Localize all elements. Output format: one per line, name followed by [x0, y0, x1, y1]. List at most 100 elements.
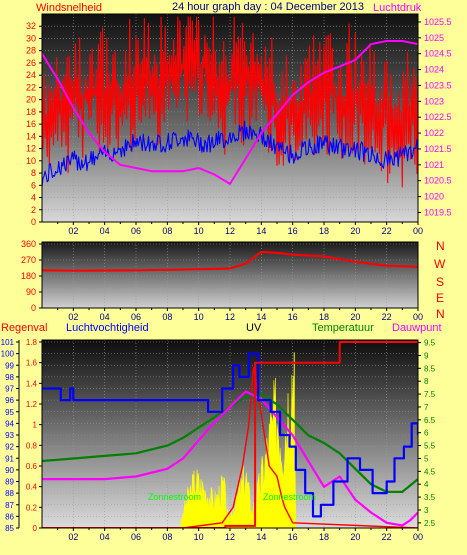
x-tick-label: 06 [131, 226, 141, 236]
x-tick-label: 16 [288, 226, 298, 236]
y-left-tick-label: 2 [31, 205, 36, 215]
y-rain-tick-label: 0 [33, 524, 38, 533]
y-left-tick-label: 20 [26, 95, 36, 105]
x-tick-label: 04 [100, 532, 110, 542]
temperature-label: Temperatuur [312, 322, 374, 334]
y-left-tick-label: 30 [26, 33, 36, 43]
x-tick-label: 12 [225, 226, 235, 236]
y-rain-tick-label: 0.8 [26, 441, 38, 450]
humidity-line [42, 352, 418, 518]
y-humidity-tick-label: 100 [1, 350, 15, 359]
direction-panel-grid [42, 242, 419, 309]
y-temperature-tick-label: 6.5 [424, 416, 436, 425]
y-humidity-tick-label: 98 [5, 373, 14, 382]
compass-n-bottom: N [436, 307, 445, 321]
y-humidity-tick-label: 87 [5, 501, 14, 510]
y-rain-tick-label: 1.6 [26, 359, 38, 368]
y-left-tick-label: 14 [26, 131, 36, 141]
wind-speed-label: Windsnelheid [36, 2, 102, 14]
y-humidity-tick-label: 89 [5, 478, 14, 487]
y-temperature-tick-label: 5.5 [424, 442, 436, 451]
y-temperature-tick-label: 8 [424, 377, 429, 386]
top-panel-frame [41, 13, 419, 223]
uv-label: UV [246, 322, 262, 334]
y-humidity-tick-label: 91 [5, 454, 14, 463]
x-tick-label: 14 [256, 226, 266, 236]
y-rain-tick-label: 1 [33, 421, 38, 430]
x-tick-label: 14 [256, 312, 266, 322]
y-humidity-tick-label: 92 [5, 443, 14, 452]
y-left-tick-label: 24 [26, 70, 36, 80]
bottom-panel-axes: 85868788899091929394959697989910010100.2… [1, 338, 436, 542]
y-temperature-tick-label: 7 [424, 403, 429, 412]
x-tick-label: 02 [68, 532, 78, 542]
top-panel-axes: 024681012141618202224262830321019.510201… [26, 13, 452, 236]
x-tick-label: 18 [319, 312, 329, 322]
pressure-label: Luchtdruk [373, 2, 422, 14]
dewpoint-line [42, 390, 418, 527]
y-right-tick-label: 1020.5 [424, 176, 452, 186]
x-tick-label: 06 [131, 312, 141, 322]
x-tick-label: 22 [382, 312, 392, 322]
x-tick-label: 08 [162, 312, 172, 322]
y-humidity-tick-label: 88 [5, 489, 14, 498]
humidity-label: Luchtvochtigheid [66, 322, 149, 334]
temperature-line [42, 393, 418, 493]
y-temperature-tick-label: 9.5 [424, 339, 436, 348]
y-right-tick-label: 1020 [424, 192, 444, 202]
x-tick-label: 18 [319, 226, 329, 236]
x-tick-label: 22 [382, 226, 392, 236]
x-tick-label: 02 [68, 226, 78, 236]
y-temperature-tick-label: 4.5 [424, 467, 436, 476]
y-humidity-tick-label: 95 [5, 408, 14, 417]
compass-s: S [436, 275, 444, 289]
y-left-tick-label: 28 [26, 46, 36, 56]
x-tick-label: 20 [350, 312, 360, 322]
y-humidity-tick-label: 90 [5, 466, 14, 475]
y-right-tick-label: 1023.5 [424, 80, 452, 90]
y-left-tick-label: 26 [26, 58, 36, 68]
y-humidity-tick-label: 96 [5, 396, 14, 405]
y-right-tick-label: 1022 [424, 128, 444, 138]
y-rain-tick-label: 0.2 [26, 503, 38, 512]
y-temperature-tick-label: 3 [424, 506, 429, 515]
y-rain-tick-label: 0.6 [26, 462, 38, 471]
x-tick-label: 12 [225, 532, 235, 542]
y-left-tick-label: 10 [26, 156, 36, 166]
wind-speed-line [42, 16, 418, 188]
direction-panel-frame [41, 241, 419, 309]
zonnestroom-label-1: Zonnestroom [148, 492, 201, 502]
y-rain-tick-label: 1.4 [26, 379, 38, 388]
x-tick-label: 10 [194, 532, 204, 542]
y-temperature-tick-label: 4 [424, 480, 429, 489]
bottom-panel-frame [41, 339, 419, 529]
y-left-tick-label: 270 [21, 255, 36, 265]
x-tick-label: 02 [68, 312, 78, 322]
y-left-tick-label: 16 [26, 119, 36, 129]
direction-panel-series [42, 250, 418, 272]
x-tick-label: 00 [413, 226, 423, 236]
x-tick-label: 22 [382, 532, 392, 542]
x-tick-label: 00 [413, 532, 423, 542]
x-tick-label: 20 [350, 226, 360, 236]
y-right-tick-label: 1025.5 [424, 17, 452, 27]
x-tick-label: 16 [288, 312, 298, 322]
y-left-tick-label: 12 [26, 144, 36, 154]
y-right-tick-label: 1021 [424, 160, 444, 170]
x-tick-label: 08 [162, 532, 172, 542]
y-left-tick-label: 180 [21, 271, 36, 281]
chart-title: 24 hour graph day : 04 December 2013 [172, 1, 364, 13]
y-rain-tick-label: 1.2 [26, 400, 38, 409]
y-rain-tick-label: 1.8 [26, 338, 38, 347]
y-temperature-tick-label: 5 [424, 454, 429, 463]
compass-n-top: N [436, 239, 445, 253]
x-tick-label: 08 [162, 226, 172, 236]
y-right-tick-label: 1022.5 [424, 112, 452, 122]
y-humidity-tick-label: 97 [5, 385, 14, 394]
y-left-tick-label: 90 [26, 287, 36, 297]
top-panel-series [42, 16, 418, 188]
y-temperature-tick-label: 8.5 [424, 364, 436, 373]
y-temperature-tick-label: 6 [424, 429, 429, 438]
y-temperature-tick-label: 2.5 [424, 519, 436, 528]
y-humidity-tick-label: 99 [5, 361, 14, 370]
